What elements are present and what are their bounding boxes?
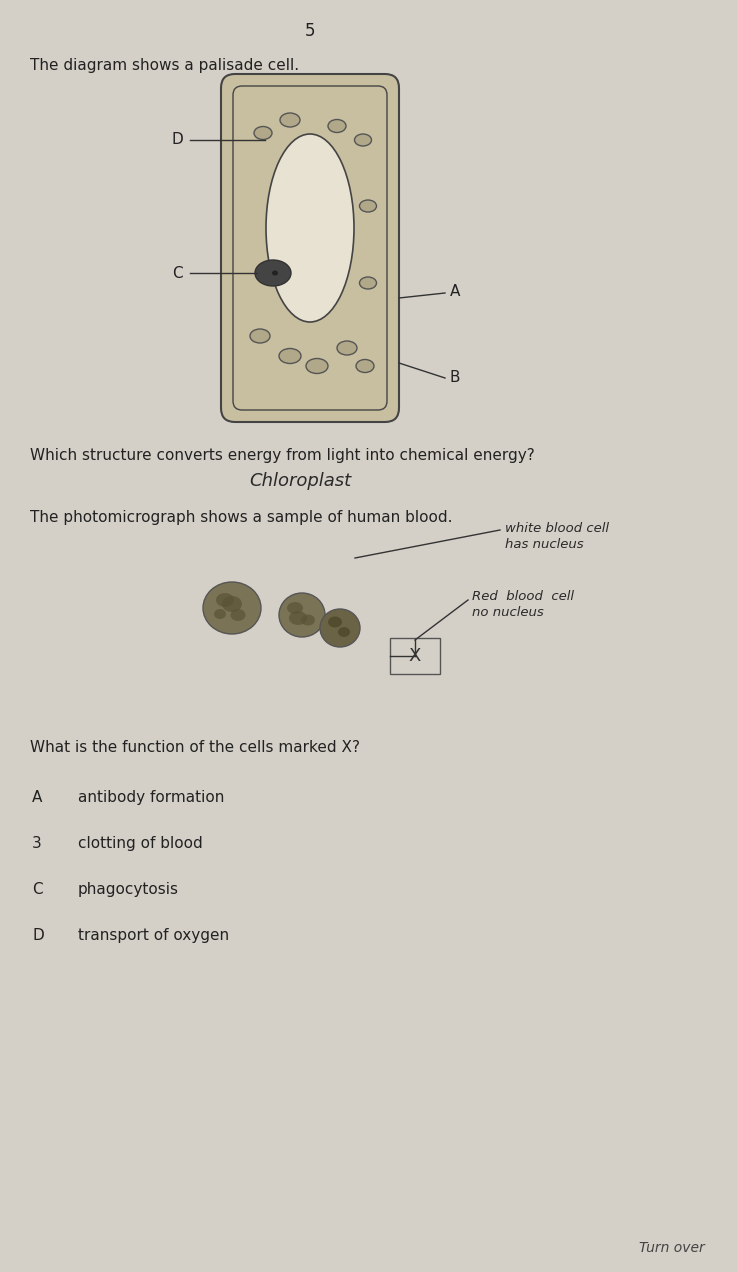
Ellipse shape bbox=[280, 113, 300, 127]
Text: C: C bbox=[172, 266, 183, 281]
Text: D: D bbox=[32, 929, 43, 943]
Ellipse shape bbox=[222, 597, 242, 612]
Ellipse shape bbox=[360, 277, 377, 289]
Text: B: B bbox=[450, 370, 461, 385]
Text: D: D bbox=[171, 132, 183, 148]
Ellipse shape bbox=[250, 329, 270, 343]
Ellipse shape bbox=[266, 134, 354, 322]
Text: has nucleus: has nucleus bbox=[505, 538, 584, 551]
Text: The diagram shows a palisade cell.: The diagram shows a palisade cell. bbox=[30, 59, 299, 73]
Text: What is the function of the cells marked X?: What is the function of the cells marked… bbox=[30, 740, 360, 756]
FancyBboxPatch shape bbox=[233, 86, 387, 410]
Ellipse shape bbox=[360, 200, 377, 212]
Ellipse shape bbox=[287, 602, 303, 614]
Text: white blood cell: white blood cell bbox=[505, 522, 609, 536]
Ellipse shape bbox=[328, 617, 342, 627]
Text: 5: 5 bbox=[305, 22, 315, 39]
Ellipse shape bbox=[328, 120, 346, 132]
Text: 3: 3 bbox=[32, 836, 42, 851]
Text: clotting of blood: clotting of blood bbox=[78, 836, 203, 851]
Ellipse shape bbox=[214, 609, 226, 619]
Text: transport of oxygen: transport of oxygen bbox=[78, 929, 229, 943]
Text: The photomicrograph shows a sample of human blood.: The photomicrograph shows a sample of hu… bbox=[30, 510, 453, 525]
Text: Turn over: Turn over bbox=[639, 1241, 705, 1255]
Ellipse shape bbox=[354, 134, 371, 146]
Ellipse shape bbox=[272, 271, 278, 276]
Text: no nucleus: no nucleus bbox=[472, 605, 544, 619]
Ellipse shape bbox=[279, 593, 325, 637]
Ellipse shape bbox=[306, 359, 328, 374]
Text: Chloroplast: Chloroplast bbox=[249, 472, 351, 490]
Text: X: X bbox=[409, 647, 421, 665]
Text: Red  blood  cell: Red blood cell bbox=[472, 590, 574, 603]
Bar bbox=[390, 639, 440, 674]
Ellipse shape bbox=[338, 627, 350, 637]
Text: antibody formation: antibody formation bbox=[78, 790, 224, 805]
Ellipse shape bbox=[216, 593, 234, 607]
Ellipse shape bbox=[356, 360, 374, 373]
Text: A: A bbox=[450, 284, 461, 299]
Ellipse shape bbox=[289, 611, 307, 625]
Text: phagocytosis: phagocytosis bbox=[78, 881, 179, 897]
Ellipse shape bbox=[279, 349, 301, 364]
Ellipse shape bbox=[320, 609, 360, 647]
Ellipse shape bbox=[255, 259, 291, 286]
FancyBboxPatch shape bbox=[221, 74, 399, 422]
Text: Which structure converts energy from light into chemical energy?: Which structure converts energy from lig… bbox=[30, 448, 535, 463]
Ellipse shape bbox=[301, 614, 315, 626]
Text: C: C bbox=[32, 881, 43, 897]
Ellipse shape bbox=[231, 609, 245, 621]
Ellipse shape bbox=[337, 341, 357, 355]
Text: A: A bbox=[32, 790, 42, 805]
Ellipse shape bbox=[203, 583, 261, 633]
Ellipse shape bbox=[254, 126, 272, 140]
